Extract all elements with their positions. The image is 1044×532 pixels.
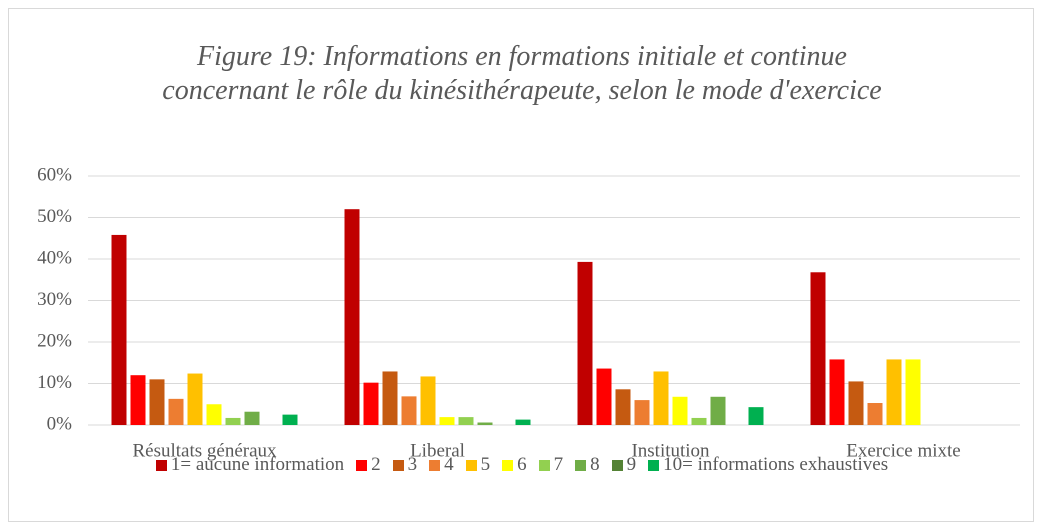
bar <box>577 261 593 425</box>
legend-item: 8 <box>575 454 600 476</box>
bar <box>130 375 146 425</box>
bar <box>691 417 707 425</box>
legend-swatch <box>648 459 660 471</box>
y-tick-label: 20% <box>37 330 72 351</box>
bar <box>848 381 864 425</box>
bar <box>382 371 398 425</box>
bar <box>225 417 241 425</box>
x-tick-label: Institution <box>631 440 710 461</box>
bar <box>653 371 669 425</box>
bar <box>634 400 650 425</box>
legend-item: 10= informations exhaustives <box>648 454 888 476</box>
x-tick-label: Résultats généraux <box>132 440 277 461</box>
bar <box>886 359 902 425</box>
legend-label: 6 <box>517 454 527 475</box>
bar <box>282 414 298 425</box>
legend-label: 9 <box>626 454 637 475</box>
y-tick-label: 40% <box>37 247 72 268</box>
chart-title: Figure 19: Informations en formations in… <box>162 41 882 106</box>
legend-swatch <box>575 459 587 471</box>
bar <box>672 396 688 425</box>
legend-swatch <box>392 459 404 471</box>
bar <box>477 422 493 425</box>
legend-swatch <box>502 459 514 471</box>
legend-swatch <box>538 459 550 471</box>
bar <box>363 382 379 425</box>
y-tick-label: 60% <box>37 164 72 185</box>
bar <box>420 376 436 425</box>
legend-swatch <box>611 459 623 471</box>
bar <box>458 417 474 425</box>
legend-label: 5 <box>480 454 491 475</box>
y-tick-label: 30% <box>37 289 72 310</box>
bar <box>615 389 631 425</box>
bar <box>187 373 203 425</box>
bar <box>206 404 222 425</box>
legend-label: 3 <box>407 454 418 475</box>
bar <box>515 419 531 425</box>
y-tick-label: 50% <box>37 206 72 227</box>
legend-item: 1= aucune information <box>155 454 345 476</box>
bar <box>111 234 127 425</box>
bar <box>905 359 921 425</box>
bar <box>829 359 845 425</box>
bar <box>149 379 165 425</box>
bar <box>344 209 360 425</box>
chart-frame <box>8 8 1034 522</box>
x-tick-label: Exercice mixte <box>846 440 960 461</box>
y-tick-label: 10% <box>37 372 72 393</box>
bar <box>867 403 883 425</box>
bar <box>439 417 455 425</box>
legend-label: 4 <box>444 454 454 475</box>
legend-item: 6 <box>502 454 527 476</box>
legend-item: 4 <box>429 454 454 476</box>
legend-item: 2 <box>356 454 381 476</box>
bar <box>244 411 260 425</box>
legend-label: 7 <box>553 454 564 475</box>
legend-item: 5 <box>465 454 491 476</box>
legend: 1= aucune information 2 3 4 5 6 7 8 9 10= informa… <box>0 454 1044 476</box>
bar <box>596 368 612 425</box>
bar <box>748 407 764 425</box>
legend-label: 2 <box>371 454 381 475</box>
legend-label: 10= informations exhaustives <box>663 454 889 475</box>
x-tick-label: Liberal <box>410 440 465 461</box>
bar <box>810 272 826 425</box>
legend-item: 3 <box>392 454 418 476</box>
legend-swatch <box>429 459 441 471</box>
legend-label: 8 <box>590 454 600 475</box>
legend-label: 1= aucune information <box>170 454 345 475</box>
legend-swatch <box>155 459 167 471</box>
bar <box>168 398 184 425</box>
legend-swatch <box>356 459 368 471</box>
bar <box>401 396 417 425</box>
legend-item: 7 <box>538 454 564 476</box>
bar <box>710 396 726 425</box>
legend-item: 9 <box>611 454 637 476</box>
y-tick-label: 0% <box>47 413 73 434</box>
legend-swatch <box>465 459 477 471</box>
